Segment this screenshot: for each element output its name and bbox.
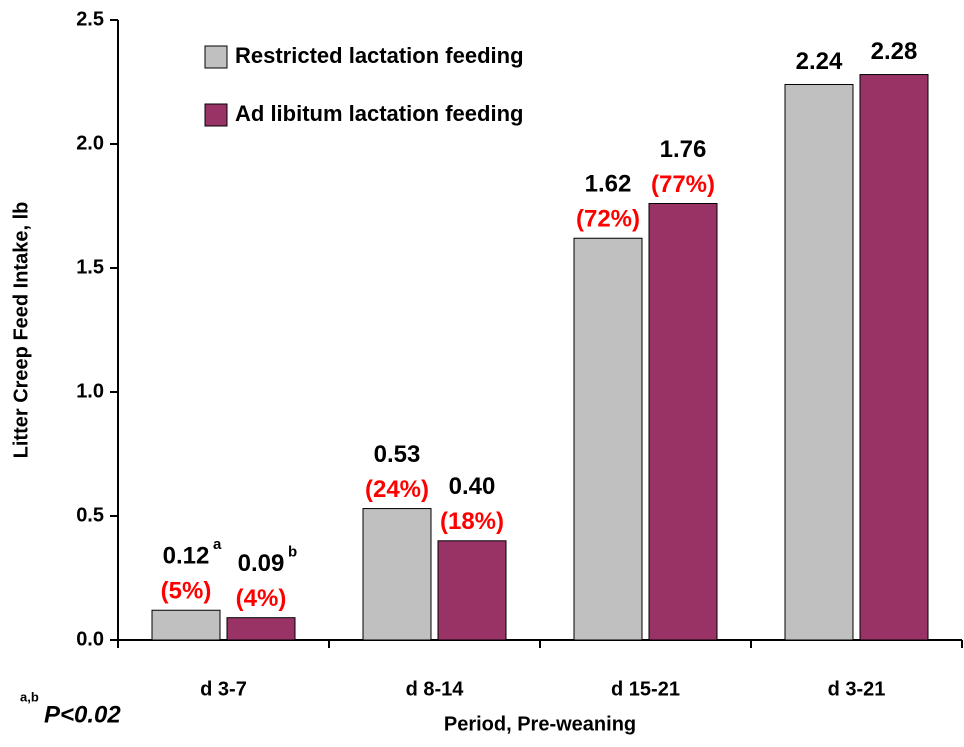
value-label: 0.09 [238,550,285,577]
legend-swatch [204,103,228,127]
legend-label: Restricted lactation feeding [235,43,524,68]
x-tick-label: d 8-14 [406,678,465,700]
percent-label: (5%) [161,578,212,605]
percent-label: (18%) [440,508,504,535]
footnote-superscript: a,b [20,689,39,704]
percent-label: (24%) [365,476,429,503]
bar [648,203,718,641]
x-tick-label: d 3-21 [828,678,886,700]
value-label: 0.12 [163,543,210,570]
x-tick-label: d 15-21 [611,678,680,700]
value-label: 2.28 [871,38,918,65]
bar [859,74,929,641]
bar [573,237,643,641]
y-axis-title: Litter Creep Feed Intake, lb [10,202,32,459]
bar [362,508,432,641]
value-label: 0.53 [374,441,421,468]
percent-label: (4%) [236,585,287,612]
percent-label: (77%) [651,171,715,198]
legend-label: Ad libitum lactation feeding [235,101,523,126]
y-tick-label: 1.0 [76,380,104,402]
value-label: 1.76 [660,136,707,163]
legend-swatch [204,45,228,69]
y-tick-label: 0.0 [76,628,104,650]
footnote: P<0.02 [44,701,121,728]
percent-label: (72%) [576,206,640,233]
x-tick-label: d 3-7 [200,678,247,700]
bar [226,617,296,641]
value-label: 0.40 [449,473,496,500]
value-label: 2.24 [796,48,843,75]
superscript: b [288,544,297,561]
value-label: 1.62 [585,171,632,198]
bar [784,83,854,641]
bar [437,540,507,641]
superscript: a [213,536,222,553]
bar [151,609,221,641]
y-tick-label: 2.0 [76,132,104,154]
y-tick-label: 1.5 [76,256,104,278]
x-axis-title: Period, Pre-weaning [444,713,636,735]
y-tick-label: 2.5 [76,8,104,30]
y-tick-label: 0.5 [76,504,104,526]
